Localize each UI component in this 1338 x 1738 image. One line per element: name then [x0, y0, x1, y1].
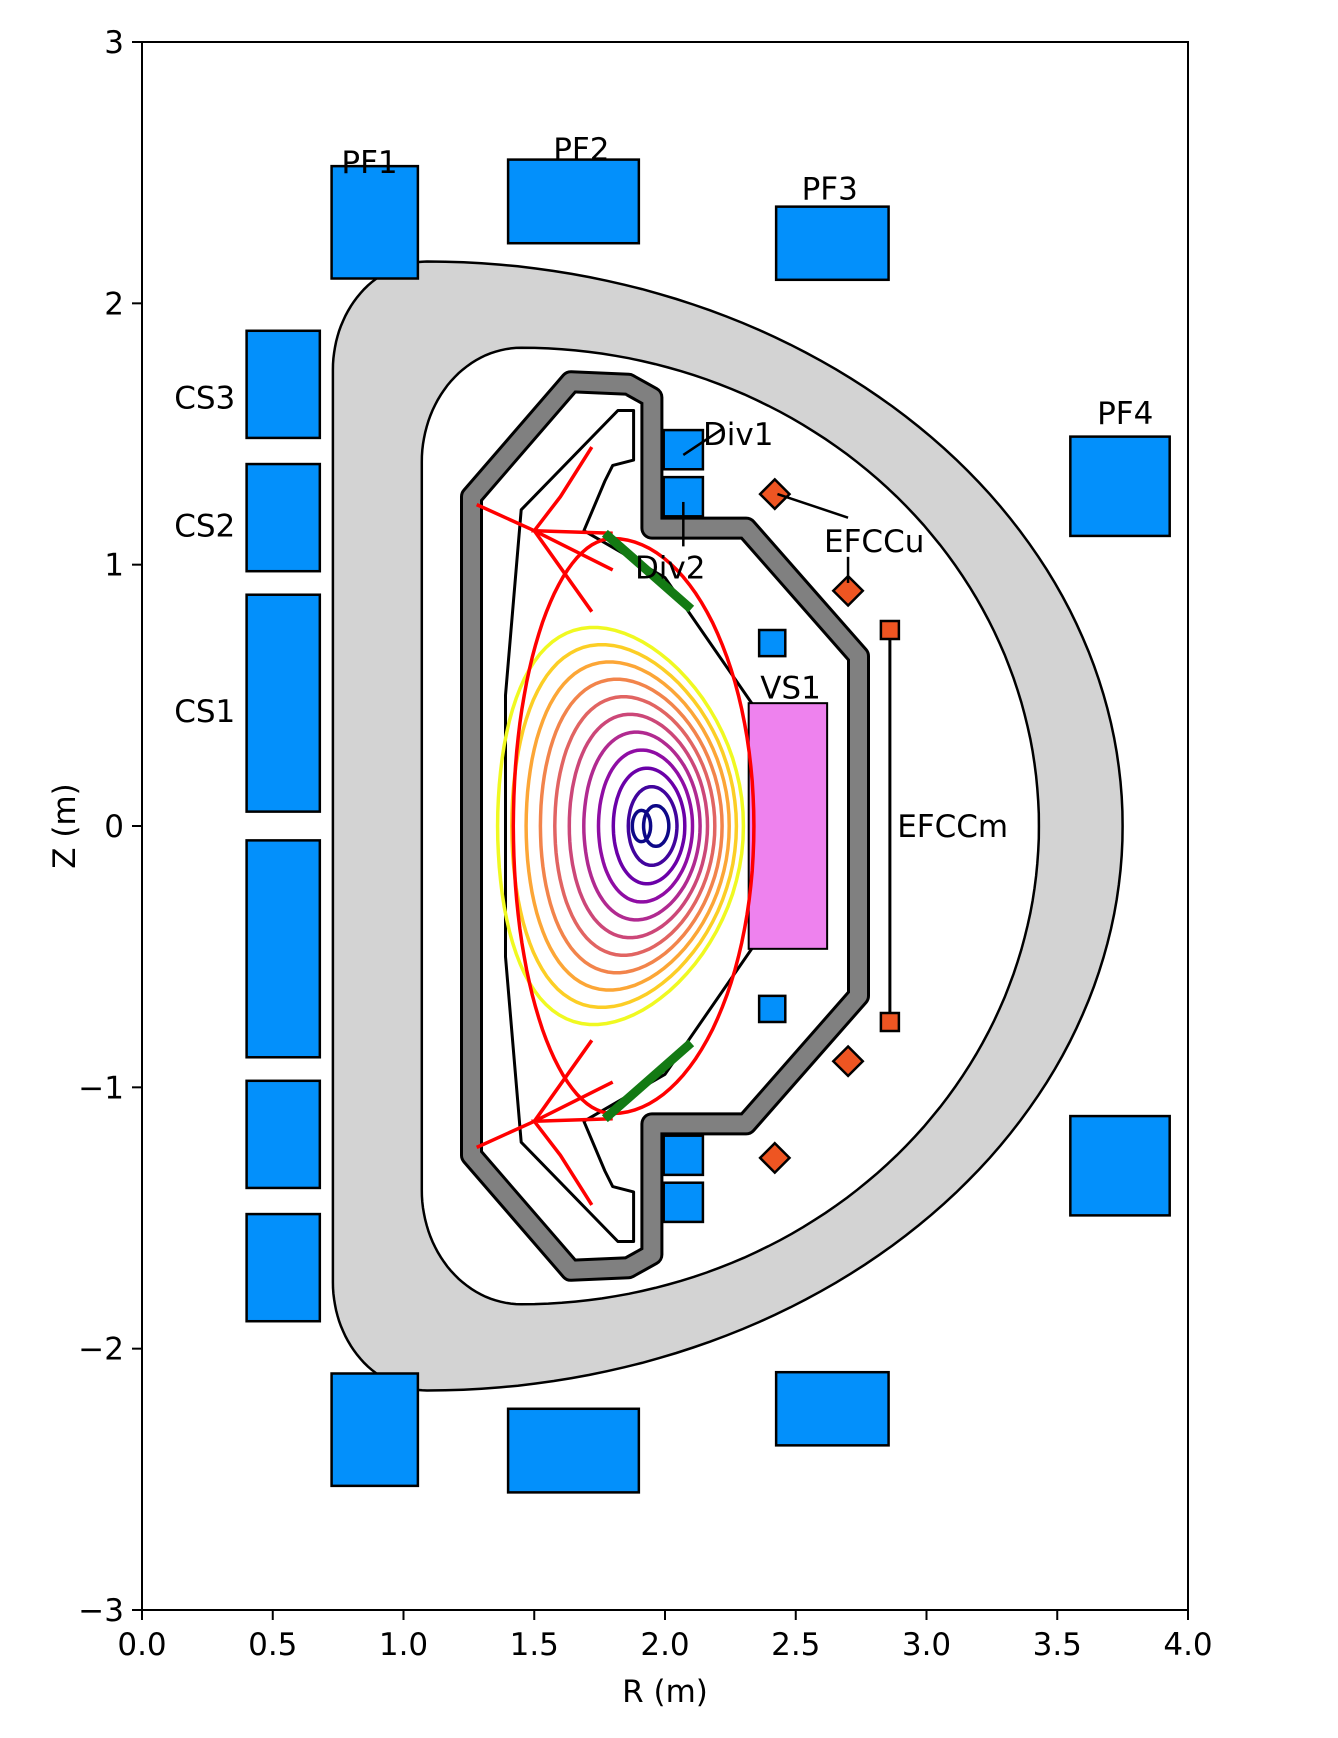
strike-tile	[601, 529, 695, 613]
first-wall	[463, 373, 867, 1279]
coil-cs3	[245, 329, 322, 440]
div1-leader	[682, 427, 724, 456]
efcc-coil	[831, 574, 865, 608]
efccu-leader	[777, 492, 849, 519]
x-tick-label: 0.5	[248, 1627, 297, 1663]
flux-surface	[596, 748, 695, 904]
flux-surface	[538, 677, 724, 975]
y-tick-label: 1	[104, 548, 124, 584]
strike-tile	[601, 1039, 695, 1123]
y-tick-label: −3	[78, 1593, 124, 1629]
coil-pf4	[1069, 435, 1171, 538]
x-tick-label: 0.0	[117, 1627, 166, 1663]
vacuum-vessel	[331, 260, 1124, 1392]
coil-block-19	[757, 994, 787, 1024]
plasma	[475, 446, 829, 1206]
label-pf3: PF3	[802, 171, 858, 207]
coil-labels: PF1 PF2PF3PF4CS3CS2CS1Div1Div2EFCCuVS1EFC…	[174, 132, 1153, 845]
flux-surface	[495, 625, 746, 1027]
efcc-coil	[879, 1011, 901, 1033]
flux-surface	[582, 730, 702, 922]
x-tick-label: 2.5	[771, 1627, 820, 1663]
flux-surface	[641, 803, 671, 849]
label-pf2: PF2	[553, 132, 609, 168]
label-efccu: EFCCu	[824, 524, 924, 560]
separatrix-inboard	[511, 536, 613, 1116]
x-tick-label: 3.0	[902, 1627, 951, 1663]
coil-block-17	[662, 1181, 705, 1224]
separatrix-leg	[532, 529, 594, 613]
y-axis-label: Z (m)	[47, 783, 83, 868]
magnetic-axis	[630, 808, 653, 844]
separatrix-leg	[532, 1039, 594, 1123]
x-axis-label: R (m)	[622, 1674, 708, 1710]
efcc-coil	[758, 1141, 792, 1175]
separatrix-outboard	[612, 536, 756, 1116]
label-cs1: CS1	[174, 694, 235, 730]
y-tick-label: 0	[104, 809, 124, 845]
coil-pf1	[330, 164, 420, 280]
label-cs2: CS2	[174, 508, 235, 544]
efcc-coil	[758, 477, 792, 511]
coil-cs1	[245, 593, 322, 813]
x-tick-label: 3.5	[1033, 1627, 1082, 1663]
coil-block-7	[1069, 1114, 1171, 1217]
flux-surface	[611, 766, 687, 886]
coil-block-16	[662, 1134, 705, 1177]
coil-block-11	[245, 839, 322, 1059]
label-vs1: VS1	[760, 670, 821, 706]
coil-block-1	[330, 1372, 420, 1488]
coil-block-3	[506, 1407, 641, 1494]
x-tick-label: 2.0	[640, 1627, 689, 1663]
coil-pf3	[774, 205, 890, 282]
coil-vs1	[757, 628, 787, 658]
flux-surface	[567, 712, 710, 940]
axes: 0.0 0.5 1.0 1.5 2.0 2.5 3.0 3.5 4.0 3 2 1 0 −1 −2 −3 R (…	[47, 25, 1213, 1710]
separatrix-leg	[530, 446, 613, 536]
label-div2: Div2	[635, 550, 706, 586]
y-tick-label: 2	[104, 286, 124, 322]
label-pf1: PF1	[341, 145, 397, 181]
coils	[245, 158, 1171, 1494]
y-tick-label: 3	[104, 25, 124, 61]
y-tick-label: −2	[78, 1332, 124, 1368]
coil-pf2	[506, 158, 641, 245]
coil-cs2	[245, 462, 322, 573]
flux-surface	[626, 784, 679, 868]
separatrix-leg	[530, 1116, 613, 1206]
coil-div1	[662, 428, 705, 471]
coil-block-13	[245, 1212, 322, 1323]
vessel-shell	[331, 260, 1124, 1392]
coil-block-5	[774, 1370, 890, 1447]
flux-surface	[524, 660, 731, 992]
label-cs3: CS3	[174, 380, 235, 416]
efcc-coil	[879, 619, 901, 641]
passive-plate	[747, 702, 829, 950]
coil-block-12	[245, 1079, 322, 1190]
x-tick-label: 4.0	[1163, 1627, 1212, 1663]
efcc-coil	[831, 1044, 865, 1078]
label-efccm: EFCCm	[897, 809, 1008, 845]
x-tick-label: 1.5	[510, 1627, 559, 1663]
x-tick-label: 1.0	[379, 1627, 428, 1663]
flux-surface	[553, 695, 717, 957]
y-tick-label: −1	[78, 1070, 124, 1106]
label-pf4: PF4	[1097, 396, 1153, 432]
